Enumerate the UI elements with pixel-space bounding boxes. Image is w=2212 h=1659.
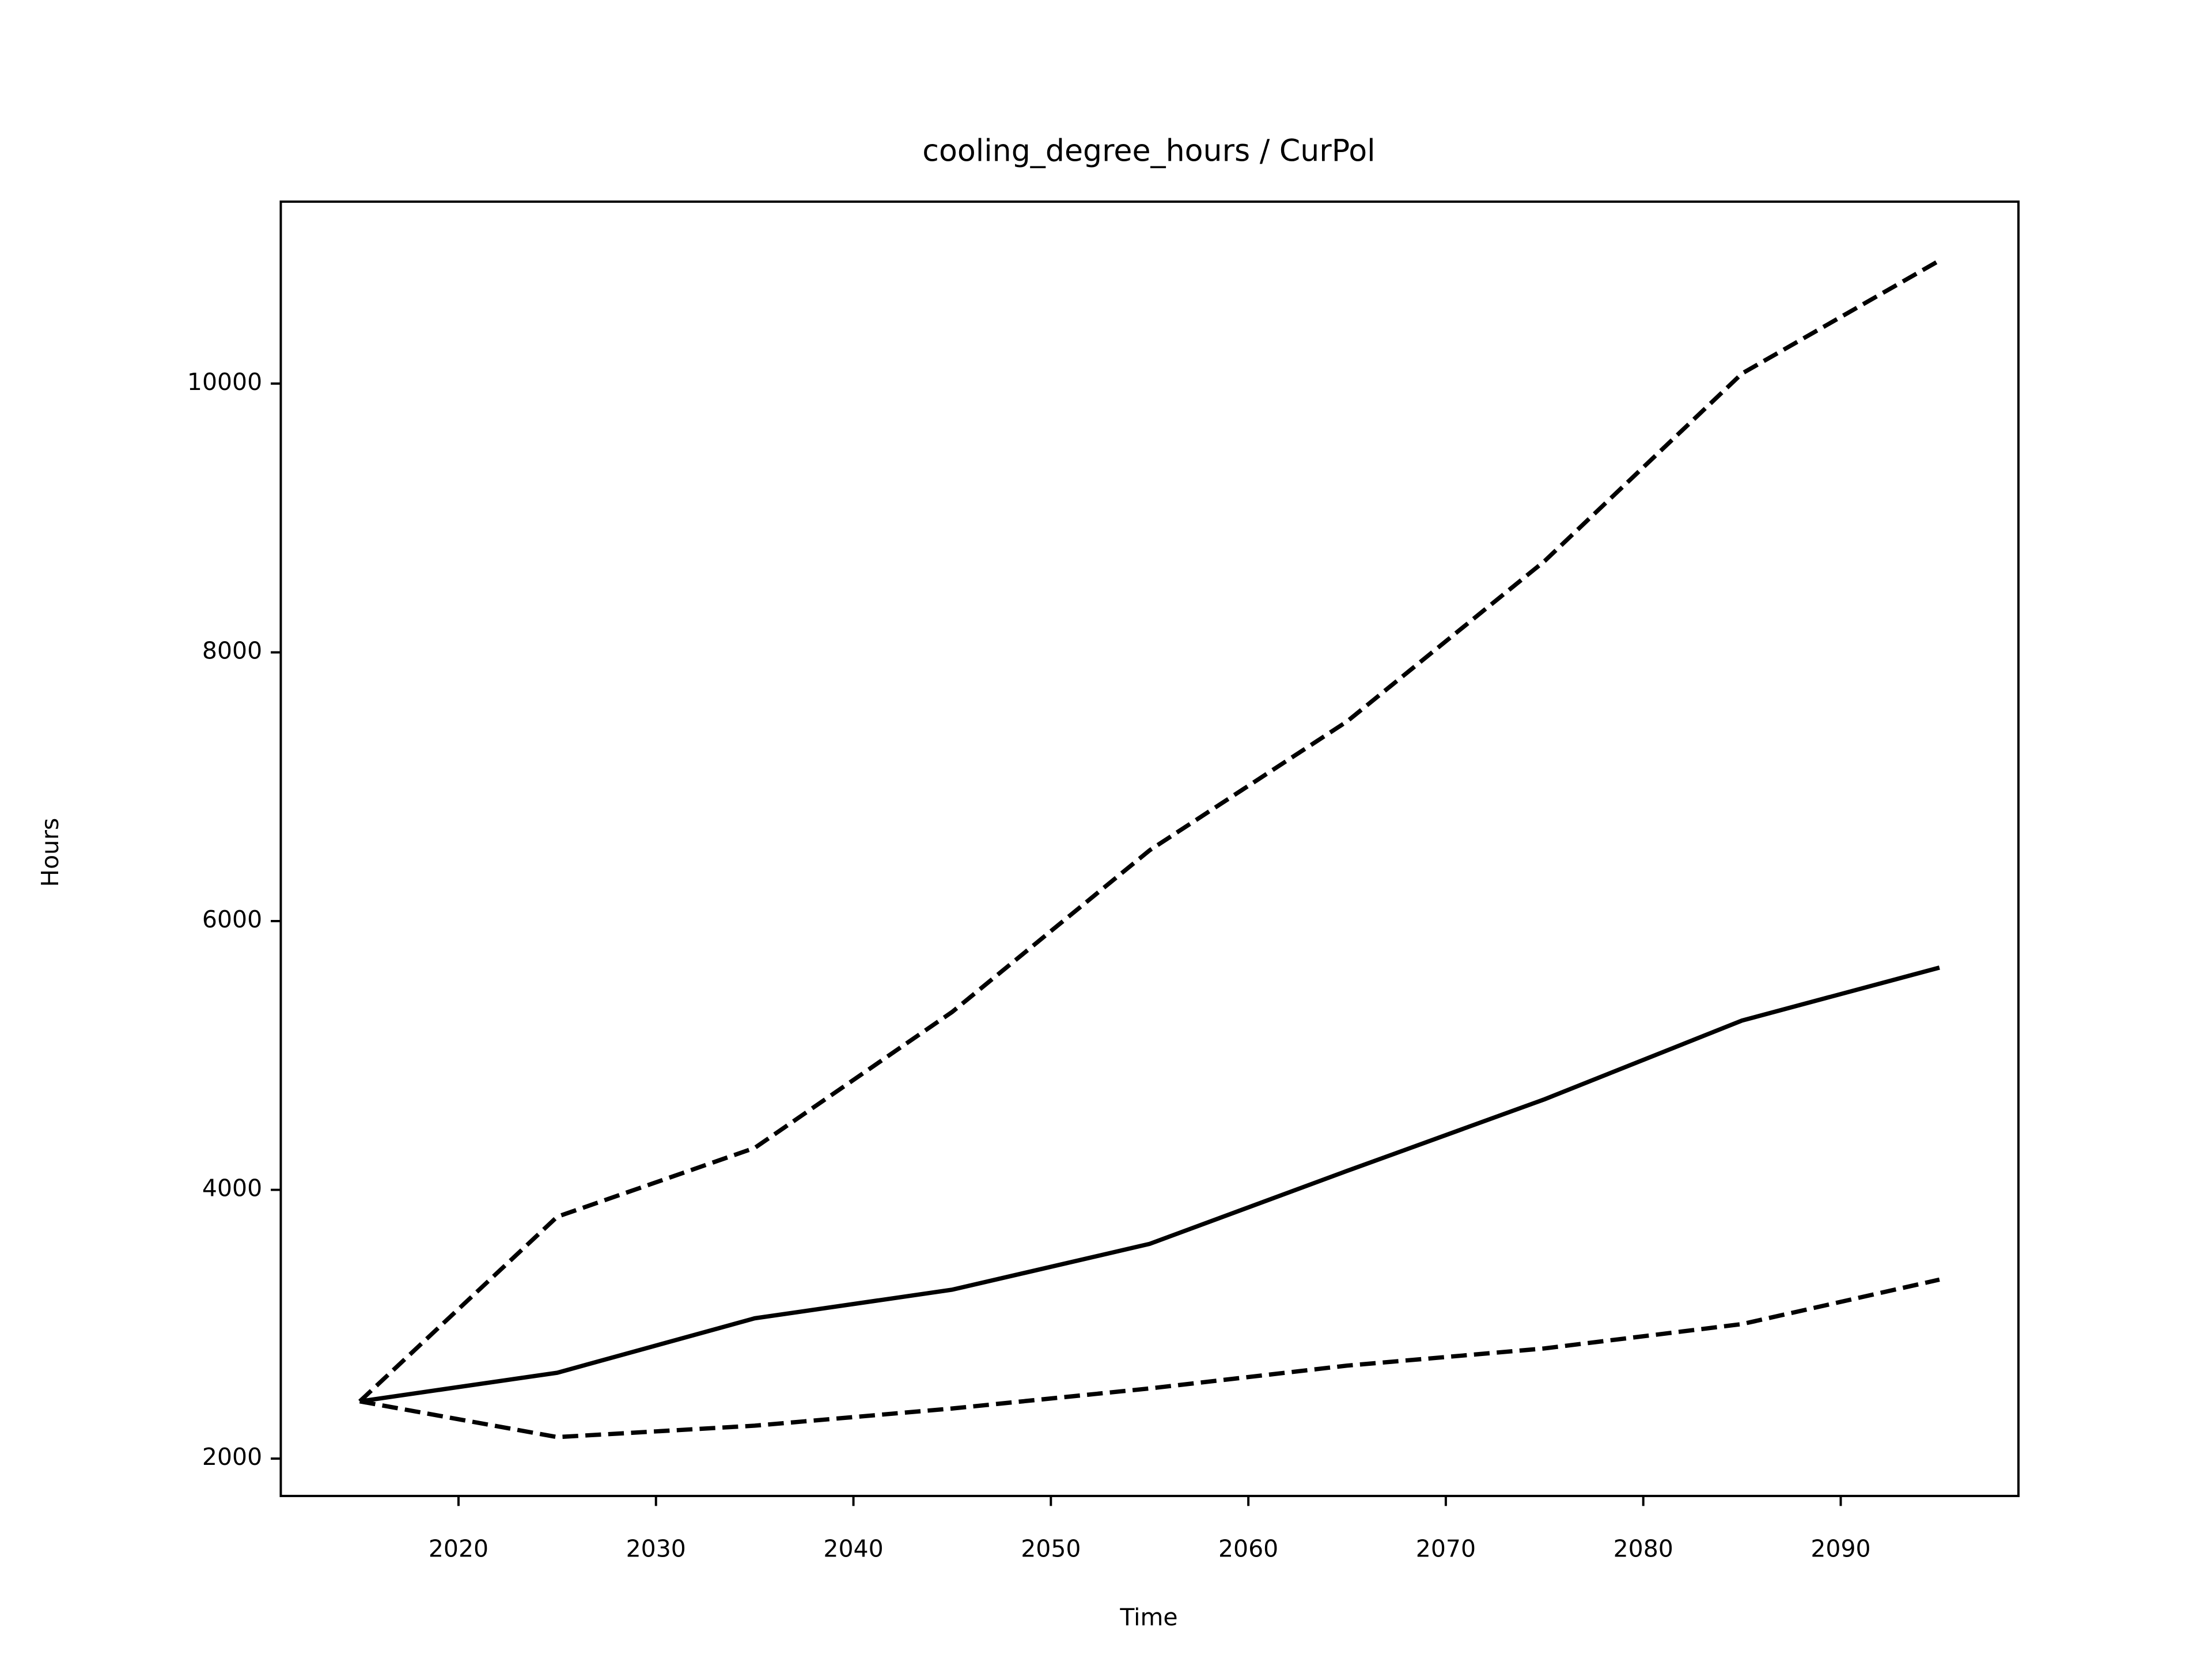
y-tick-label: 6000 [202, 906, 262, 933]
y-tick-label: 4000 [202, 1175, 262, 1202]
chart-title: cooling_degree_hours / CurPol [922, 134, 1375, 169]
x-tick-label: 2040 [823, 1535, 883, 1562]
y-tick-label: 8000 [202, 637, 262, 664]
series-line [359, 1277, 1940, 1440]
x-tick-label: 2090 [1810, 1535, 1870, 1562]
x-tick-label: 2080 [1613, 1535, 1673, 1562]
y-axis-label: Hours [36, 818, 64, 887]
x-tick-label: 2020 [429, 1535, 488, 1562]
x-tick-label: 2030 [626, 1535, 686, 1562]
x-tick-label: 2070 [1416, 1535, 1476, 1562]
x-axis-label: Time [1119, 1603, 1177, 1631]
x-tick-label: 2050 [1021, 1535, 1081, 1562]
series-line [359, 965, 1940, 1404]
plot-frame [279, 200, 2020, 1497]
x-tick-label: 2060 [1218, 1535, 1278, 1562]
y-tick-label: 10000 [187, 368, 262, 396]
series-line [358, 259, 1941, 1403]
y-tick-label: 2000 [202, 1443, 262, 1471]
